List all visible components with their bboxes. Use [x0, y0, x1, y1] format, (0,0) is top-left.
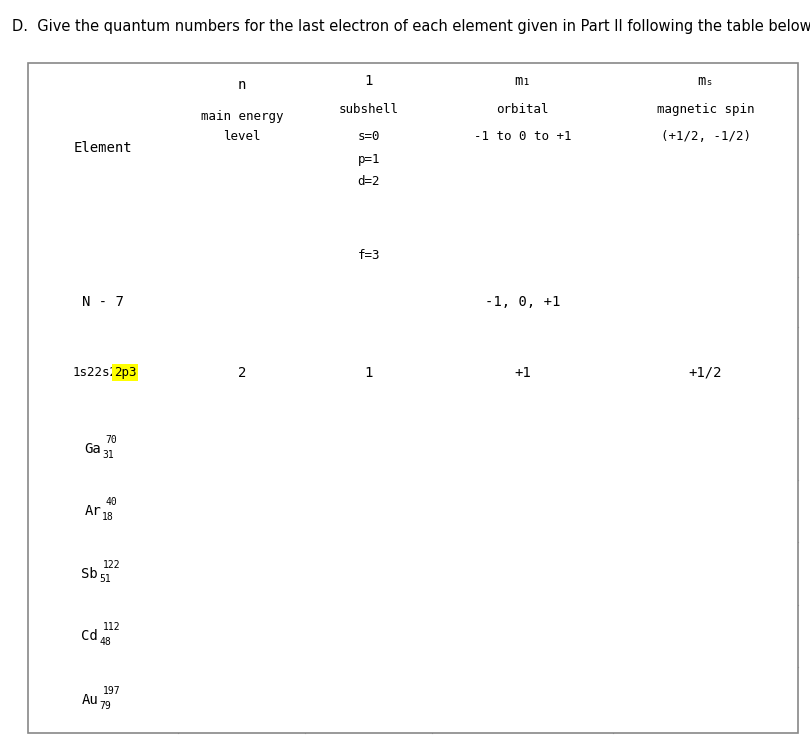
Text: +1/2: +1/2 [688, 366, 723, 380]
Text: 48: 48 [99, 636, 111, 647]
Text: +1: +1 [514, 366, 531, 380]
Text: 1: 1 [364, 366, 373, 380]
Text: 2: 2 [237, 366, 246, 380]
Text: main energy: main energy [201, 110, 284, 124]
Text: (+1/2, -1/2): (+1/2, -1/2) [660, 130, 751, 144]
Text: 51: 51 [99, 574, 111, 585]
Text: 18: 18 [102, 512, 114, 522]
Text: orbital: orbital [497, 103, 549, 116]
Text: subshell: subshell [339, 103, 399, 116]
Text: 197: 197 [103, 686, 121, 696]
Text: Au: Au [81, 693, 98, 707]
Text: 1: 1 [364, 75, 373, 88]
Text: mₛ: mₛ [697, 75, 714, 88]
Text: Ga: Ga [84, 442, 101, 456]
Text: magnetic spin: magnetic spin [657, 103, 754, 116]
Text: 40: 40 [106, 497, 117, 508]
Text: 31: 31 [102, 450, 114, 460]
Text: 122: 122 [103, 559, 121, 570]
Text: 70: 70 [106, 435, 117, 445]
Text: Sb: Sb [81, 567, 98, 581]
Text: 112: 112 [103, 622, 121, 632]
Text: D.  Give the quantum numbers for the last electron of each element given in Part: D. Give the quantum numbers for the last… [12, 18, 810, 33]
Text: 2p3: 2p3 [114, 366, 136, 379]
Text: Cd: Cd [81, 629, 98, 643]
Text: d=2: d=2 [357, 175, 380, 188]
Text: -1 to 0 to +1: -1 to 0 to +1 [474, 130, 572, 144]
Text: level: level [223, 130, 261, 144]
Text: -1, 0, +1: -1, 0, +1 [485, 295, 561, 309]
Text: p=1: p=1 [357, 152, 380, 166]
Text: m₁: m₁ [514, 75, 531, 88]
Text: N - 7: N - 7 [83, 295, 124, 309]
Text: 1s22s2: 1s22s2 [72, 366, 117, 379]
Text: Ar: Ar [84, 504, 101, 518]
Text: Element: Element [74, 141, 133, 155]
Text: 79: 79 [99, 701, 111, 710]
Text: n: n [237, 78, 246, 92]
Text: s=0: s=0 [357, 130, 380, 144]
Text: f=3: f=3 [357, 249, 380, 262]
